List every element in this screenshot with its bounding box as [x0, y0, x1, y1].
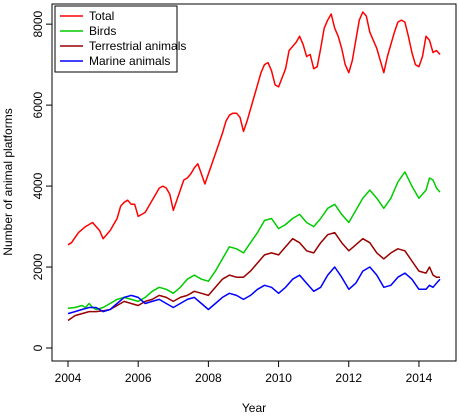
series-line-total	[67, 11, 441, 246]
x-axis-title: Year	[242, 401, 266, 415]
legend-label-birds: Birds	[89, 24, 116, 38]
legend-label-terrestrial-animals: Terrestrial animals	[89, 39, 186, 53]
x-tick-label: 2010	[265, 371, 292, 385]
y-tick-label: 0	[31, 344, 45, 351]
x-tick-label: 2008	[195, 371, 222, 385]
legend-entry-terrestrial-animals: Terrestrial animals	[60, 39, 186, 53]
legend-entry-marine-animals: Marine animals	[60, 54, 170, 68]
y-axis-title: Number of animal platforms	[1, 108, 15, 255]
y-tick-label: 6000	[31, 91, 45, 118]
x-tick-label: 2006	[125, 371, 152, 385]
series-line-marine-animals	[67, 266, 441, 315]
legend-entry-birds: Birds	[60, 24, 116, 38]
legend-label-total: Total	[89, 9, 114, 23]
series-line-birds	[67, 171, 441, 311]
series-line-terrestrial-animals	[67, 231, 440, 322]
legend-entry-total: Total	[60, 9, 114, 23]
x-tick-label: 2012	[335, 371, 362, 385]
y-tick-label: 2000	[31, 253, 45, 280]
y-axis: 0 2000 4000 6000 8000	[31, 10, 53, 351]
series-layer	[67, 11, 441, 322]
legend: Total Birds Terrestrial animals Marine a…	[54, 5, 186, 73]
x-tick-label: 2014	[406, 371, 433, 385]
legend-label-marine-animals: Marine animals	[89, 54, 170, 68]
y-tick-label: 8000	[31, 10, 45, 37]
x-tick-label: 2004	[55, 371, 82, 385]
x-axis: 2004 2006 2008 2010 2012 2014	[55, 360, 433, 385]
y-tick-label: 4000	[31, 172, 45, 199]
